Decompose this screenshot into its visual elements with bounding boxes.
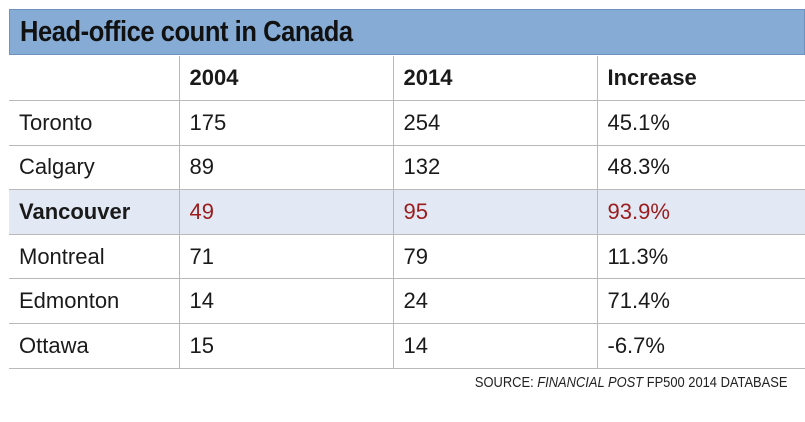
- table-row: Toronto 175 254 45.1%: [9, 100, 805, 146]
- value-2014-cell: 14: [392, 323, 598, 369]
- increase-cell: 45.1%: [596, 100, 805, 146]
- title-bar: Head-office count in Canada: [9, 9, 805, 55]
- source-suffix: FP500 2014 DATABASE: [642, 374, 787, 391]
- header-row: 2004 2014 Increase: [9, 56, 805, 102]
- source-prefix: SOURCE:: [474, 374, 537, 391]
- city-cell: Vancouver: [9, 189, 180, 235]
- value-2004-cell: 49: [178, 189, 394, 235]
- increase-cell: 71.4%: [596, 278, 805, 325]
- column-header-city: [9, 56, 180, 102]
- column-header-2014: 2014: [392, 56, 598, 102]
- city-cell: Toronto: [9, 100, 180, 146]
- table-row: Ottawa 15 14 -6.7%: [9, 323, 805, 369]
- increase-cell: 48.3%: [596, 144, 805, 191]
- city-cell: Edmonton: [9, 278, 180, 325]
- chart-title: Head-office count in Canada: [20, 15, 353, 48]
- value-2014-cell: 254: [392, 100, 598, 146]
- city-cell: Calgary: [9, 144, 180, 191]
- increase-cell: -6.7%: [596, 323, 805, 369]
- table-row: Calgary 89 132 48.3%: [9, 144, 805, 191]
- head-office-table: 2004 2014 Increase Toronto 175 254 45.1%…: [9, 56, 805, 369]
- increase-cell: 93.9%: [596, 189, 805, 235]
- value-2014-cell: 95: [392, 189, 598, 235]
- value-2004-cell: 71: [178, 233, 394, 280]
- value-2004-cell: 175: [178, 100, 394, 146]
- value-2004-cell: 89: [178, 144, 394, 191]
- source-publication: FINANCIAL POST: [536, 374, 643, 391]
- value-2004-cell: 14: [178, 278, 394, 325]
- city-cell: Montreal: [9, 233, 180, 280]
- source-note: SOURCE: FINANCIAL POST FP500 2014 DATABA…: [474, 374, 787, 391]
- value-2014-cell: 79: [392, 233, 598, 280]
- column-header-increase: Increase: [596, 56, 805, 102]
- value-2014-cell: 132: [392, 144, 598, 191]
- city-cell: Ottawa: [9, 323, 180, 369]
- increase-cell: 11.3%: [596, 233, 805, 280]
- column-header-2004: 2004: [178, 56, 394, 102]
- table-row: Edmonton 14 24 71.4%: [9, 278, 805, 325]
- table-row-highlighted: Vancouver 49 95 93.9%: [9, 189, 805, 235]
- value-2004-cell: 15: [178, 323, 394, 369]
- value-2014-cell: 24: [392, 278, 598, 325]
- table-row: Montreal 71 79 11.3%: [9, 233, 805, 280]
